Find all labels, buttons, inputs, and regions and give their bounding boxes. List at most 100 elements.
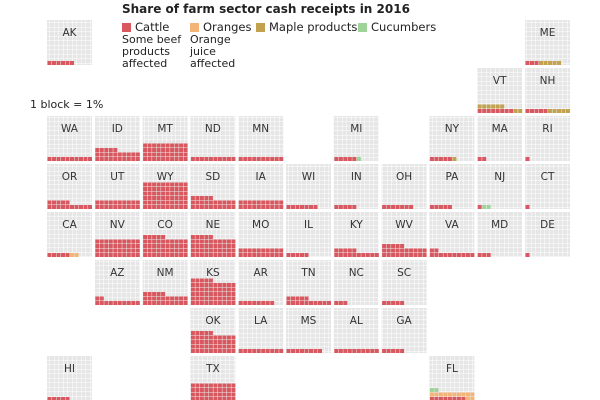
block — [131, 239, 136, 244]
tile-background — [286, 308, 331, 353]
state-label: WA — [61, 123, 79, 135]
block — [208, 253, 213, 257]
block — [156, 143, 161, 148]
state-label: MN — [252, 123, 269, 135]
block — [274, 253, 279, 257]
block — [199, 205, 204, 209]
block — [199, 253, 204, 257]
block — [204, 335, 209, 340]
block — [147, 292, 152, 296]
block — [170, 143, 175, 148]
block — [347, 157, 352, 161]
block — [447, 397, 452, 400]
block — [126, 253, 131, 257]
block — [361, 349, 366, 353]
block — [190, 205, 195, 209]
block — [213, 157, 218, 161]
block — [156, 239, 161, 244]
block — [47, 61, 52, 65]
block — [208, 392, 213, 397]
block — [179, 196, 184, 200]
block — [52, 200, 56, 205]
state-label: MD — [491, 219, 508, 231]
block — [122, 205, 127, 209]
block — [170, 301, 175, 305]
block — [252, 248, 257, 253]
block — [174, 296, 179, 301]
block — [195, 292, 200, 296]
scale-note: 1 block = 1% — [30, 98, 104, 111]
block — [122, 244, 127, 248]
block — [170, 196, 175, 200]
block — [208, 248, 213, 253]
block — [179, 200, 184, 205]
block — [99, 157, 104, 161]
block — [208, 340, 213, 344]
block — [461, 397, 466, 400]
block — [165, 244, 170, 248]
block — [183, 196, 188, 200]
tile-background — [190, 116, 236, 161]
block — [231, 248, 236, 253]
block — [174, 205, 179, 209]
legend-item: Oranges Orange juice affected — [190, 20, 256, 70]
tile-background — [381, 164, 427, 209]
block — [56, 200, 61, 205]
block — [183, 157, 188, 161]
block — [557, 61, 561, 65]
block — [365, 349, 370, 353]
block — [456, 392, 461, 397]
block — [183, 301, 188, 305]
block — [391, 205, 396, 209]
tile-background — [525, 116, 570, 161]
state-label: AZ — [110, 267, 124, 279]
block — [418, 248, 423, 253]
block — [208, 335, 213, 340]
block — [222, 340, 227, 344]
block — [143, 157, 148, 161]
block — [238, 301, 243, 305]
block — [143, 244, 148, 248]
state-tile: VT — [477, 68, 523, 113]
block — [156, 200, 161, 205]
block — [143, 182, 148, 187]
block — [165, 157, 170, 161]
block — [156, 205, 161, 209]
state-tile: MN — [238, 116, 284, 161]
block — [313, 205, 318, 209]
block — [108, 248, 113, 253]
block — [270, 253, 275, 257]
block — [143, 292, 148, 296]
tile-background — [238, 260, 284, 305]
block — [300, 296, 304, 301]
state-tile: TN — [286, 260, 331, 305]
block — [152, 239, 157, 244]
block — [195, 287, 200, 292]
block — [156, 301, 161, 305]
block — [295, 349, 300, 353]
block — [204, 248, 209, 253]
block — [183, 244, 188, 248]
state-tile: NH — [525, 68, 570, 113]
state-label: MS — [301, 315, 317, 327]
block — [190, 335, 195, 340]
block — [152, 191, 157, 196]
block — [195, 383, 200, 388]
block — [456, 253, 461, 257]
block — [217, 397, 222, 400]
state-tile: GA — [381, 308, 427, 353]
block — [409, 205, 414, 209]
block — [539, 61, 543, 65]
block — [243, 200, 248, 205]
block — [135, 248, 140, 253]
block — [530, 61, 534, 65]
block — [56, 61, 61, 65]
block — [174, 200, 179, 205]
block — [99, 248, 104, 253]
block — [231, 244, 236, 248]
tile-background — [333, 260, 379, 305]
block — [117, 301, 122, 305]
block — [161, 253, 166, 257]
block — [174, 248, 179, 253]
block — [170, 187, 175, 191]
